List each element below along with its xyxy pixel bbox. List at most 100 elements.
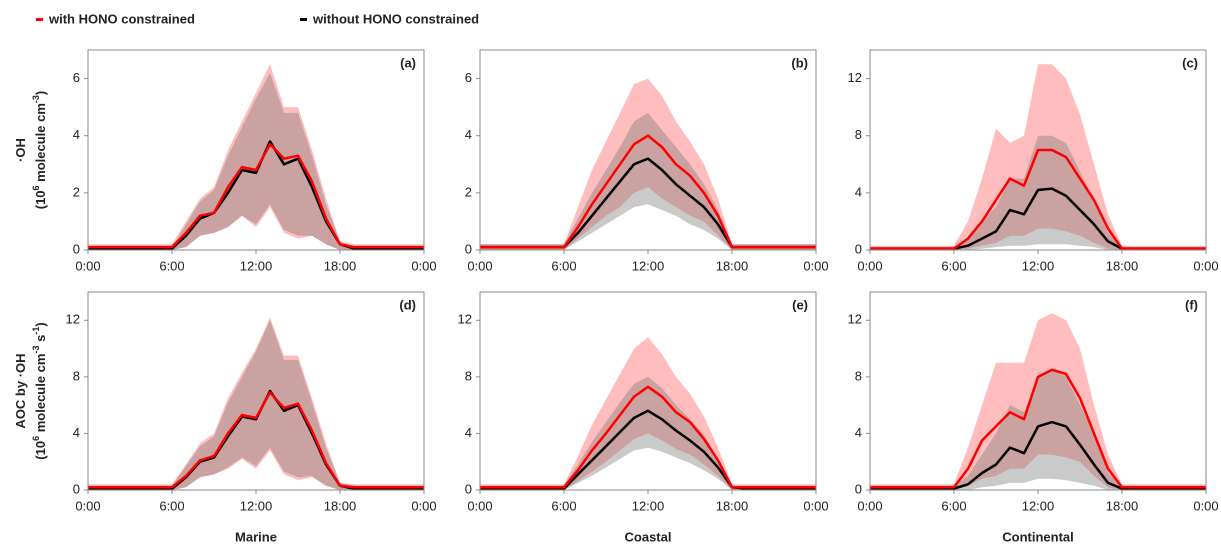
line bbox=[88, 143, 424, 249]
y-tick-label: 12 bbox=[848, 312, 862, 327]
band bbox=[870, 135, 1206, 250]
x-axis-label: Coastal bbox=[625, 529, 672, 544]
panel-label: (b) bbox=[791, 55, 808, 70]
y-axis-label-part: 6 bbox=[31, 436, 41, 441]
x-tick-label: 18:00 bbox=[716, 498, 749, 513]
y-tick-label: 0 bbox=[465, 241, 472, 256]
x-tick-label: 6:00 bbox=[941, 258, 966, 273]
x-tick-label: 12:00 bbox=[1022, 258, 1055, 273]
y-axis-label: ·OH bbox=[13, 138, 28, 162]
x-tick-label: 6:00 bbox=[551, 258, 576, 273]
y-tick-label: 12 bbox=[66, 312, 80, 327]
panel: 0 2 4 6 0:00 6:00 12:00 18:00 0:00 (b) bbox=[465, 49, 829, 273]
legend-label: with HONO constrained bbox=[48, 11, 195, 26]
band bbox=[870, 313, 1206, 490]
line bbox=[480, 409, 816, 490]
x-tick-label: 12:00 bbox=[632, 498, 665, 513]
line bbox=[88, 391, 424, 489]
x-tick-label: 0:00 bbox=[803, 498, 828, 513]
y-tick-label: 12 bbox=[848, 70, 862, 85]
band bbox=[480, 112, 816, 251]
x-tick-label: 6:00 bbox=[159, 498, 184, 513]
panel: 0 4 8 12 0:00 6:00 12:00 18:00 0:00 (f) Continenta… bbox=[848, 291, 1219, 544]
x-tick-label: 0:00 bbox=[857, 498, 882, 513]
y-tick-label: 4 bbox=[73, 425, 80, 440]
x-tick-label: 18:00 bbox=[716, 258, 749, 273]
band bbox=[88, 72, 424, 251]
y-axis-label-part: -3 bbox=[31, 95, 41, 103]
panel-label: (d) bbox=[399, 297, 416, 312]
y-axis-label-part: 6 bbox=[31, 185, 41, 190]
x-tick-label: 18:00 bbox=[324, 498, 357, 513]
y-tick-label: 12 bbox=[458, 312, 472, 327]
y-tick-label: 8 bbox=[855, 127, 862, 142]
y-tick-label: 0 bbox=[465, 481, 472, 496]
band bbox=[480, 337, 816, 490]
y-tick-label: 4 bbox=[465, 127, 472, 142]
y-tick-label: 2 bbox=[73, 184, 80, 199]
x-tick-label: 6:00 bbox=[159, 258, 184, 273]
y-axis-label: AOC by ·OH bbox=[13, 353, 28, 428]
band bbox=[88, 64, 424, 250]
x-tick-label: 18:00 bbox=[1106, 258, 1139, 273]
x-tick-label: 6:00 bbox=[551, 498, 576, 513]
legend-marker bbox=[300, 18, 307, 21]
line bbox=[870, 420, 1206, 490]
y-tick-label: 0 bbox=[73, 241, 80, 256]
legend-label: without HONO constrained bbox=[312, 11, 479, 26]
panel: 0 4 8 12 0:00 6:00 12:00 18:00 0:00 (c) bbox=[848, 49, 1219, 273]
y-tick-label: 4 bbox=[855, 425, 862, 440]
y-axis-label: (106 molecule cm-3) bbox=[31, 91, 48, 210]
x-tick-label: 0:00 bbox=[1193, 498, 1218, 513]
y-tick-label: 6 bbox=[465, 70, 472, 85]
x-tick-label: 0:00 bbox=[411, 258, 436, 273]
x-tick-label: 0:00 bbox=[467, 498, 492, 513]
panel: 0 4 8 12 0:00 6:00 12:00 18:00 0:00 (e) Coastal bbox=[458, 291, 829, 544]
line bbox=[480, 134, 816, 249]
legend-marker bbox=[36, 18, 43, 21]
y-axis-label-part: ) bbox=[33, 322, 48, 326]
y-tick-label: 0 bbox=[73, 481, 80, 496]
x-axis-label: Continental bbox=[1002, 529, 1074, 544]
panel-label: (f) bbox=[1185, 297, 1198, 312]
y-tick-label: 4 bbox=[465, 425, 472, 440]
panel-label: (e) bbox=[792, 297, 808, 312]
y-tick-label: 8 bbox=[855, 368, 862, 383]
y-axis-label-part: molecule cm bbox=[33, 103, 48, 185]
y-tick-label: 4 bbox=[855, 184, 862, 199]
x-tick-label: 0:00 bbox=[857, 258, 882, 273]
x-tick-label: 18:00 bbox=[1106, 498, 1139, 513]
x-tick-label: 12:00 bbox=[1022, 498, 1055, 513]
x-tick-label: 18:00 bbox=[324, 258, 357, 273]
y-axis-label-part: AOC by ·OH bbox=[13, 353, 28, 428]
line bbox=[88, 389, 424, 490]
x-tick-label: 12:00 bbox=[240, 498, 273, 513]
band bbox=[480, 376, 816, 490]
x-tick-label: 0:00 bbox=[803, 258, 828, 273]
band bbox=[88, 317, 424, 490]
band bbox=[870, 369, 1206, 490]
line bbox=[480, 385, 816, 489]
y-tick-label: 0 bbox=[855, 241, 862, 256]
y-tick-label: 4 bbox=[73, 127, 80, 142]
y-tick-label: 2 bbox=[465, 184, 472, 199]
y-axis-label-part: -1 bbox=[31, 327, 41, 335]
line bbox=[88, 140, 424, 250]
y-axis-label-part: ·OH bbox=[13, 138, 28, 162]
x-tick-label: 0:00 bbox=[1193, 258, 1218, 273]
band bbox=[88, 320, 424, 490]
x-tick-label: 6:00 bbox=[941, 498, 966, 513]
band bbox=[870, 64, 1206, 250]
x-tick-label: 12:00 bbox=[240, 258, 273, 273]
y-axis-label-part: (10 bbox=[33, 441, 48, 460]
panel-label: (a) bbox=[400, 55, 416, 70]
line bbox=[870, 368, 1206, 489]
x-tick-label: 12:00 bbox=[632, 258, 665, 273]
line bbox=[870, 148, 1206, 250]
y-axis-label: (106 molecule cm-3 s-1) bbox=[31, 322, 48, 459]
x-tick-label: 0:00 bbox=[411, 498, 436, 513]
x-tick-label: 0:00 bbox=[75, 498, 100, 513]
y-axis-label-part: (10 bbox=[33, 190, 48, 209]
